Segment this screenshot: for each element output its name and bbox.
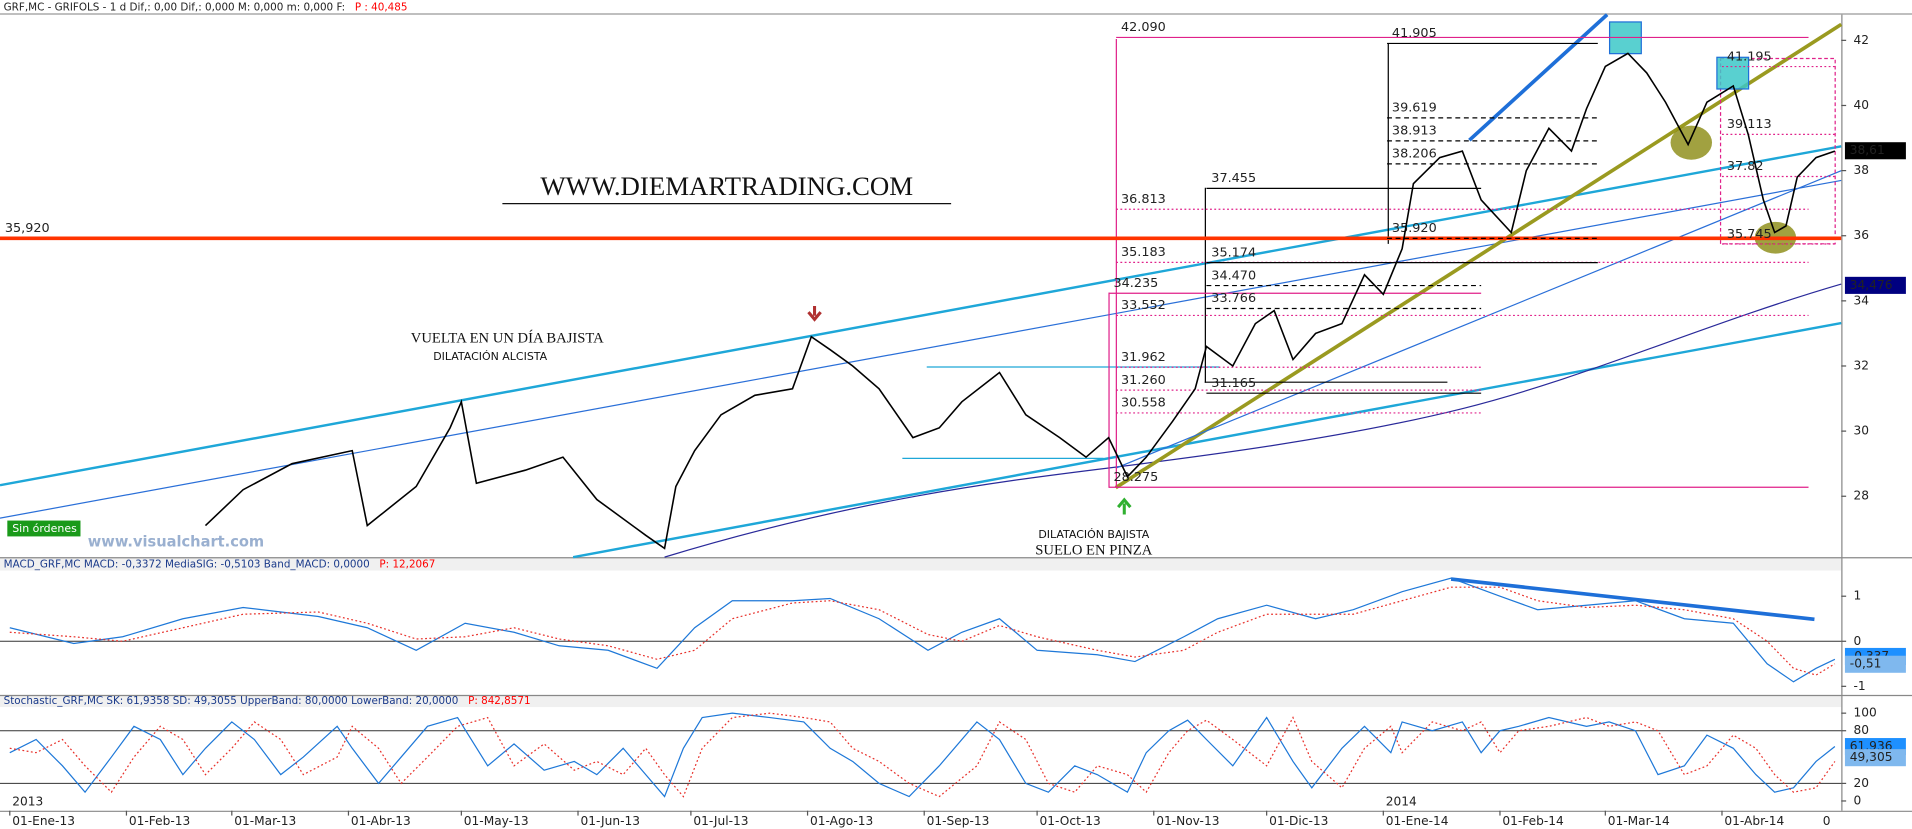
y-tick-label: 32 bbox=[1853, 358, 1869, 372]
x-tick-label: 01-Feb-13 bbox=[129, 814, 190, 828]
y-tick-label: 28 bbox=[1853, 489, 1869, 503]
axis-end-label: 0 bbox=[1823, 814, 1831, 828]
orders-text: Sin órdenes bbox=[12, 522, 77, 535]
y-tick-label: 0 bbox=[1853, 634, 1861, 648]
x-tick-label: 01-Nov-13 bbox=[1156, 814, 1219, 828]
y-tick-label: 80 bbox=[1853, 723, 1869, 737]
value-badge bbox=[1844, 142, 1906, 160]
level-label: 31.962 bbox=[1121, 350, 1166, 365]
level-label: 33.552 bbox=[1121, 298, 1166, 313]
channel-lower bbox=[572, 321, 1842, 559]
series-line bbox=[204, 52, 1836, 550]
x-tick-label: 01-Feb-14 bbox=[1502, 814, 1564, 828]
x-tick-label: 01-Sep-13 bbox=[927, 814, 990, 828]
level-label: 33.766 bbox=[1211, 291, 1256, 306]
orders-badge bbox=[7, 520, 81, 537]
x-tick-label: 01-Ene-13 bbox=[12, 814, 75, 828]
highlight-box bbox=[1716, 56, 1750, 90]
x-tick-label: 01-Abr-13 bbox=[351, 814, 411, 828]
series-line bbox=[9, 586, 1836, 676]
x-tick-label: 01-Oct-13 bbox=[1040, 814, 1101, 828]
y-tick-label: 36 bbox=[1853, 228, 1869, 242]
highlight-ellipse bbox=[1670, 125, 1713, 160]
x-tick-label: 01-Ago-13 bbox=[810, 814, 873, 828]
annotation: SUELO EN PINZA bbox=[1035, 542, 1152, 558]
trend-line bbox=[1115, 170, 1842, 469]
level-label: 34.470 bbox=[1211, 268, 1256, 283]
y-tick-label: 42 bbox=[1853, 33, 1869, 47]
y-tick-label: 34 bbox=[1853, 293, 1869, 307]
x-tick-label: 01-Jun-13 bbox=[580, 814, 640, 828]
level-label: 42.090 bbox=[1121, 20, 1166, 35]
level-label: 35.183 bbox=[1121, 245, 1166, 260]
watermark: WWW.DIEMARTRADING.COM bbox=[540, 171, 913, 201]
panel-header-strip bbox=[0, 558, 1842, 571]
panel-price: P : 40,485 bbox=[355, 1, 408, 13]
panel-header-strip bbox=[0, 694, 1842, 708]
annotation: VUELTA EN UN DÍA BAJISTA bbox=[411, 329, 604, 346]
x-tick-label: 01-Dic-13 bbox=[1269, 814, 1328, 828]
year-label: 2014 bbox=[1386, 795, 1417, 809]
arrow-down bbox=[807, 305, 822, 322]
value-badge-label: 49,305 bbox=[1850, 750, 1893, 764]
level-label: 36.813 bbox=[1121, 192, 1166, 207]
level-label: 35.745 bbox=[1727, 227, 1772, 242]
level-label: 39.619 bbox=[1392, 101, 1437, 116]
y-tick-label: -1 bbox=[1853, 679, 1865, 693]
panel-price: P: 12,2067 bbox=[379, 558, 435, 570]
series-line bbox=[9, 712, 1836, 798]
x-tick-label: 01-Ene-14 bbox=[1386, 814, 1449, 828]
panel-header: MACD_GRF,MC MACD: -0,3372 MediaSIG: -0,5… bbox=[4, 558, 370, 570]
y-tick-label: 100 bbox=[1853, 706, 1876, 720]
y-tick-label: 30 bbox=[1853, 424, 1869, 438]
y-tick-label: 1 bbox=[1853, 589, 1861, 603]
level-label: 31.165 bbox=[1211, 376, 1256, 391]
value-badge bbox=[1844, 749, 1906, 767]
annotation: DILATACIÓN ALCISTA bbox=[433, 350, 547, 363]
x-tick-label: 01-Abr-14 bbox=[1724, 814, 1784, 828]
level-label: 28.275 bbox=[1113, 470, 1158, 485]
level-label: 38.913 bbox=[1392, 124, 1437, 139]
value-badge-label: 34,476 bbox=[1850, 278, 1893, 292]
trend-line bbox=[1468, 13, 1609, 142]
level-label: 35,920 bbox=[5, 221, 50, 236]
year-label: 2013 bbox=[12, 795, 43, 809]
level-label: 41.905 bbox=[1392, 26, 1437, 41]
level-label: 35.920 bbox=[1392, 221, 1437, 236]
panel-header: Stochastic_GRF,MC SK: 61,9358 SD: 49,305… bbox=[4, 695, 459, 707]
value-badge-label: -0,51 bbox=[1850, 657, 1882, 671]
level-label: 39.113 bbox=[1727, 117, 1772, 132]
panel-price: P: 842,8571 bbox=[468, 695, 530, 707]
y-tick-label: 20 bbox=[1853, 776, 1869, 790]
level-label: 34.235 bbox=[1113, 276, 1158, 291]
value-badge bbox=[1844, 655, 1906, 673]
moving-average bbox=[664, 283, 1842, 558]
level-label: 30.558 bbox=[1121, 396, 1166, 411]
value-badge bbox=[1844, 276, 1906, 294]
site-watermark: www.visualchart.com bbox=[88, 534, 264, 551]
y-tick-label: 40 bbox=[1853, 98, 1869, 112]
level-label: 38.206 bbox=[1392, 147, 1437, 162]
level-label: 37.82 bbox=[1727, 159, 1764, 174]
y-tick-label: 0 bbox=[1853, 793, 1861, 807]
x-tick-label: 01-Jul-13 bbox=[693, 814, 748, 828]
macd-trend-line bbox=[1450, 577, 1815, 622]
level-label: 31.260 bbox=[1121, 373, 1166, 388]
level-label: 35.174 bbox=[1211, 245, 1256, 260]
level-label: 41.195 bbox=[1727, 49, 1772, 64]
level-label: 37.455 bbox=[1211, 171, 1256, 186]
channel-upper bbox=[0, 145, 1842, 487]
annotation: DILATACIÓN BAJISTA bbox=[1038, 528, 1149, 541]
y-tick-label: 38 bbox=[1853, 163, 1869, 177]
value-badge-label: 38,61 bbox=[1850, 143, 1885, 157]
x-tick-label: 01-Mar-13 bbox=[234, 814, 296, 828]
x-tick-label: 01-Mar-14 bbox=[1608, 814, 1670, 828]
series-line bbox=[9, 577, 1836, 683]
arrow-up bbox=[1117, 497, 1132, 515]
x-tick-label: 01-May-13 bbox=[464, 814, 529, 828]
panel-header: GRF,MC - GRIFOLS - 1 d Dif,: 0,00 Dif,: … bbox=[4, 1, 345, 13]
